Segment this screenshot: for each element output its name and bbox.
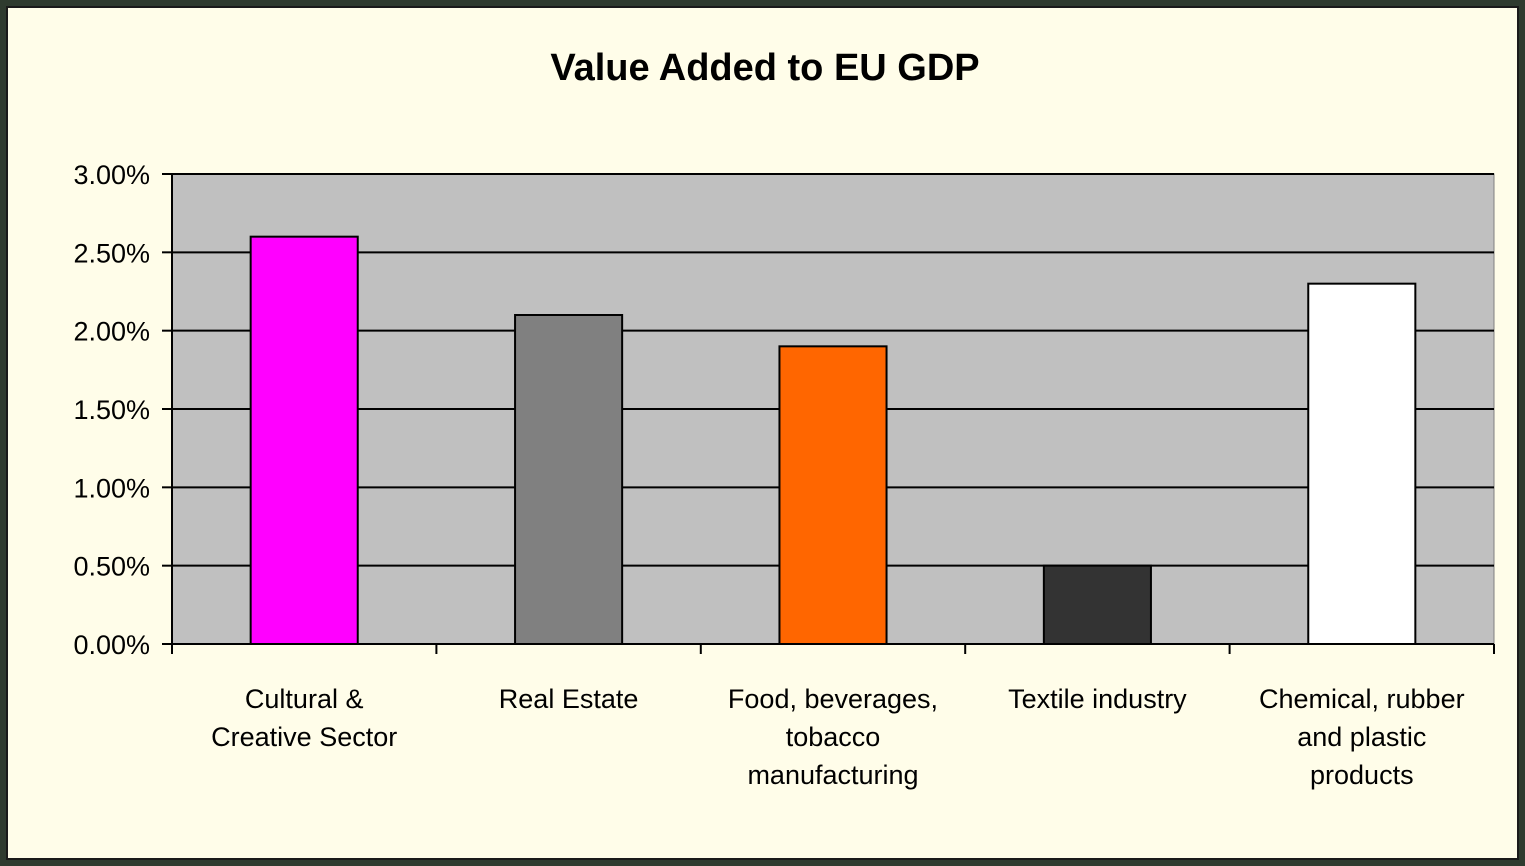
category-label-line: and plastic bbox=[1297, 722, 1426, 752]
category-label: Cultural & Creative Sector bbox=[211, 684, 397, 752]
category-label-line: Cultural & bbox=[245, 684, 364, 714]
y-tick-label: 2.50% bbox=[73, 238, 150, 268]
chart-title: Value Added to EU GDP bbox=[550, 47, 979, 89]
category-label: Chemical, rubber and plastic products bbox=[1259, 684, 1465, 790]
category-label-line: manufacturing bbox=[747, 760, 918, 790]
category-label: Textile industry bbox=[1008, 684, 1187, 714]
bar bbox=[249, 235, 359, 646]
y-tick-label: 1.00% bbox=[73, 473, 150, 503]
category-label-line: tobacco bbox=[786, 722, 881, 752]
y-tick-label: 0.00% bbox=[73, 630, 150, 660]
category-label-line: Textile industry bbox=[1008, 684, 1187, 714]
category-label-line: Creative Sector bbox=[211, 722, 397, 752]
y-tick-label: 1.50% bbox=[73, 395, 150, 425]
bar bbox=[778, 345, 888, 645]
category-label-line: Food, beverages, bbox=[728, 684, 938, 714]
plot-area: 0.00% 0.50% 1.00% 1.50% 2.00% 2.50% 3.00% Cultu… bbox=[73, 160, 1495, 790]
category-label-line: products bbox=[1310, 760, 1414, 790]
bar bbox=[514, 314, 624, 645]
y-tick-label: 2.00% bbox=[73, 317, 150, 347]
category-label-line: Real Estate bbox=[499, 684, 639, 714]
category-label: Real Estate bbox=[499, 684, 639, 714]
bar bbox=[1307, 282, 1417, 645]
y-tick-label: 3.00% bbox=[73, 160, 150, 190]
category-label: Food, beverages, tobacco manufacturing bbox=[728, 684, 938, 790]
y-tick-label: 0.50% bbox=[73, 552, 150, 582]
bar bbox=[1042, 564, 1152, 646]
chart-frame: Value Added to EU GDP 0.00% 0.50% 1.00% 1.5… bbox=[6, 6, 1519, 860]
category-label-line: Chemical, rubber bbox=[1259, 684, 1465, 714]
bar-chart: Value Added to EU GDP 0.00% 0.50% 1.00% 1.5… bbox=[73, 47, 1495, 790]
